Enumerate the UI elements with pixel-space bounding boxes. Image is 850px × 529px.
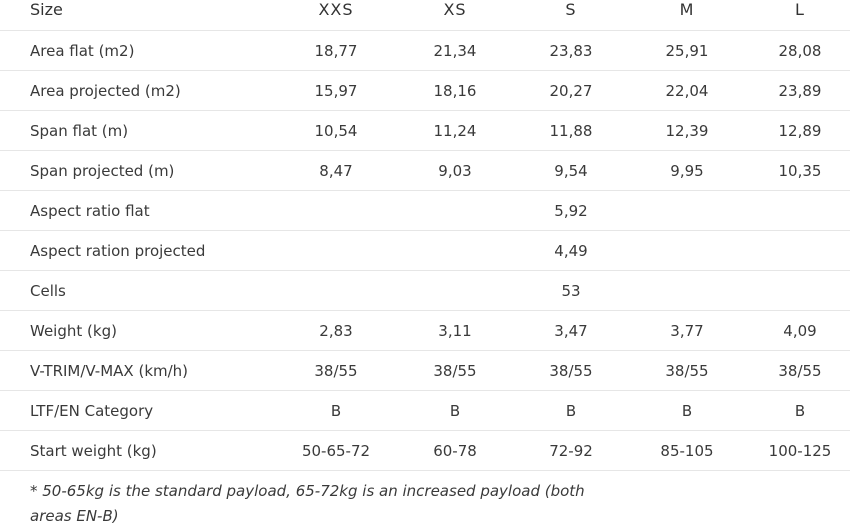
cell-value: 8,47 [280, 150, 392, 191]
cell-value: 23,83 [518, 30, 624, 71]
cell-value: 38/55 [280, 350, 392, 391]
cell-value: 50-65-72 [280, 430, 392, 471]
row-label: Start weight (kg) [0, 430, 280, 471]
empty-cell [624, 230, 750, 271]
table-row: Area flat (m2) 18,77 21,34 23,83 25,91 28,08 [0, 30, 850, 71]
table-row: Aspect ratio flat 5,92 [0, 190, 850, 231]
empty-cell [392, 270, 518, 311]
table-row: Start weight (kg) 50-65-72 60-78 72-92 85-10… [0, 430, 850, 471]
row-label: Span flat (m) [0, 110, 280, 151]
cell-value: 12,39 [624, 110, 750, 151]
shared-value: 53 [518, 270, 624, 311]
empty-cell [750, 190, 850, 231]
cell-value: B [392, 390, 518, 431]
empty-cell [392, 230, 518, 271]
cell-value: 10,54 [280, 110, 392, 151]
cell-value: 4,09 [750, 310, 850, 351]
cell-value: 18,77 [280, 30, 392, 71]
footnote: * 50-65kg is the standard payload, 65-72… [30, 482, 585, 525]
specs-table: Size XXS XS S M L Area flat (m2) 18,77 21,… [0, 0, 850, 471]
row-label: Area projected (m2) [0, 70, 280, 111]
cell-value: 3,11 [392, 310, 518, 351]
cell-value: B [750, 390, 850, 431]
header-l: L [750, 0, 850, 31]
row-label: V-TRIM/V-MAX (km/h) [0, 350, 280, 391]
cell-value: 85-105 [624, 430, 750, 471]
cell-value: 21,34 [392, 30, 518, 71]
cell-value: 100-125 [750, 430, 850, 471]
table-row: Aspect ration projected 4,49 [0, 230, 850, 271]
shared-value: 5,92 [518, 190, 624, 231]
shared-value: 4,49 [518, 230, 624, 271]
empty-cell [280, 270, 392, 311]
table-row: Weight (kg) 2,83 3,11 3,47 3,77 4,09 [0, 310, 850, 351]
empty-cell [392, 190, 518, 231]
cell-value: B [624, 390, 750, 431]
row-label: LTF/EN Category [0, 390, 280, 431]
cell-value: 20,27 [518, 70, 624, 111]
row-label: Aspect ratio flat [0, 190, 280, 231]
cell-value: B [280, 390, 392, 431]
cell-value: 60-78 [392, 430, 518, 471]
row-label: Cells [0, 270, 280, 311]
empty-cell [280, 190, 392, 231]
table-row: Cells 53 [0, 270, 850, 311]
cell-value: 9,54 [518, 150, 624, 191]
header-xs: XS [392, 0, 518, 31]
cell-value: 11,88 [518, 110, 624, 151]
cell-value: 25,91 [624, 30, 750, 71]
table-row: V-TRIM/V-MAX (km/h) 38/55 38/55 38/55 38/55 3… [0, 350, 850, 391]
empty-cell [750, 270, 850, 311]
cell-value: B [518, 390, 624, 431]
cell-value: 10,35 [750, 150, 850, 191]
cell-value: 11,24 [392, 110, 518, 151]
header-row: Size XXS XS S M L [0, 0, 850, 31]
row-label: Aspect ration projected [0, 230, 280, 271]
cell-value: 22,04 [624, 70, 750, 111]
table-row: LTF/EN Category B B B B B [0, 390, 850, 431]
header-size: Size [0, 0, 280, 31]
header-m: M [624, 0, 750, 31]
table-row: Span flat (m) 10,54 11,24 11,88 12,39 12,89 [0, 110, 850, 151]
empty-cell [624, 270, 750, 311]
row-label: Area flat (m2) [0, 30, 280, 71]
cell-value: 23,89 [750, 70, 850, 111]
cell-value: 9,95 [624, 150, 750, 191]
table-body: Area flat (m2) 18,77 21,34 23,83 25,91 28,08 A… [0, 30, 850, 471]
cell-value: 72-92 [518, 430, 624, 471]
empty-cell [280, 230, 392, 271]
row-label: Weight (kg) [0, 310, 280, 351]
row-label: Span projected (m) [0, 150, 280, 191]
cell-value: 2,83 [280, 310, 392, 351]
cell-value: 12,89 [750, 110, 850, 151]
empty-cell [624, 190, 750, 231]
cell-value: 3,47 [518, 310, 624, 351]
cell-value: 18,16 [392, 70, 518, 111]
cell-value: 28,08 [750, 30, 850, 71]
cell-value: 38/55 [518, 350, 624, 391]
cell-value: 38/55 [392, 350, 518, 391]
cell-value: 3,77 [624, 310, 750, 351]
cell-value: 15,97 [280, 70, 392, 111]
cell-value: 38/55 [750, 350, 850, 391]
cell-value: 38/55 [624, 350, 750, 391]
cell-value: 9,03 [392, 150, 518, 191]
table-row: Area projected (m2) 15,97 18,16 20,27 22,04 2… [0, 70, 850, 111]
header-xxs: XXS [280, 0, 392, 31]
empty-cell [750, 230, 850, 271]
header-s: S [518, 0, 624, 31]
table-row: Span projected (m) 8,47 9,03 9,54 9,95 10,35 [0, 150, 850, 191]
